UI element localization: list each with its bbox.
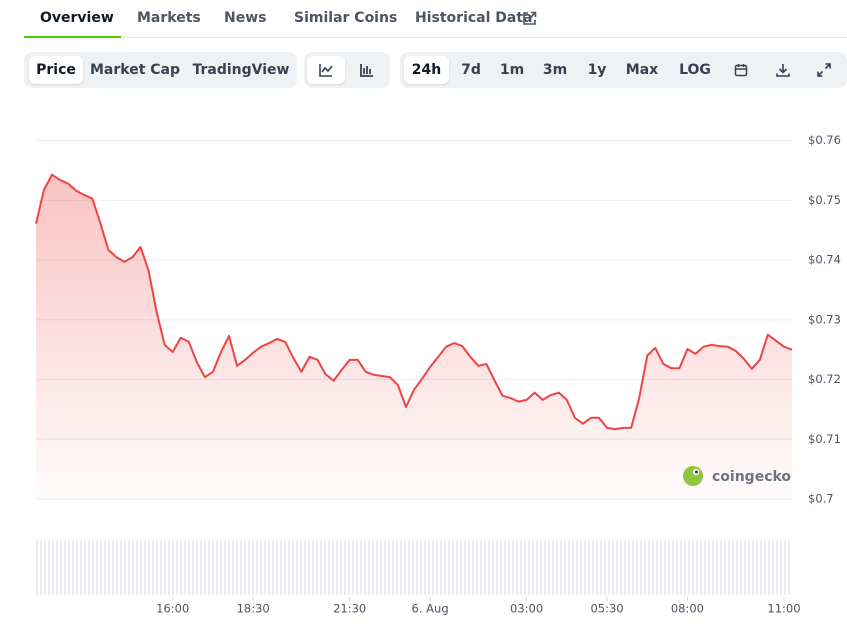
tab[interactable]: News bbox=[224, 10, 267, 26]
y-tick-label: $0.76 bbox=[808, 133, 841, 147]
y-tick-label: $0.75 bbox=[808, 193, 841, 207]
x-tick-label: 6. Aug bbox=[412, 602, 449, 616]
range-group: 24h 7d 1m 3m 1y Max LOG bbox=[400, 52, 847, 88]
y-tick-label: $0.71 bbox=[808, 432, 841, 446]
calendar-button[interactable] bbox=[725, 56, 757, 84]
x-tick-label: 05:30 bbox=[590, 602, 623, 616]
range-button[interactable]: 3m bbox=[542, 62, 568, 78]
price-line bbox=[35, 173, 793, 431]
external-link-icon bbox=[523, 11, 537, 25]
candle-chart-button[interactable] bbox=[348, 56, 386, 84]
view-button[interactable]: Market Cap bbox=[89, 62, 181, 78]
tab[interactable]: Similar Coins bbox=[294, 10, 398, 26]
tab[interactable]: Markets bbox=[137, 10, 201, 26]
view-group: Price Market Cap TradingView bbox=[24, 52, 297, 88]
y-tick-label: $0.74 bbox=[808, 253, 841, 267]
tab-divider bbox=[24, 37, 847, 38]
tab[interactable]: Overview bbox=[40, 10, 114, 26]
volume-bars bbox=[36, 540, 792, 595]
range-button[interactable]: 1y bbox=[587, 62, 607, 78]
view-button[interactable]: Price bbox=[29, 56, 83, 84]
watermark: coingecko bbox=[683, 466, 791, 486]
price-area bbox=[36, 174, 792, 499]
x-tick-label: 03:00 bbox=[510, 602, 543, 616]
x-tick-label: 08:00 bbox=[671, 602, 704, 616]
y-tick-label: $0.72 bbox=[808, 372, 841, 386]
download-button[interactable] bbox=[767, 56, 799, 84]
range-button[interactable]: Max bbox=[625, 62, 659, 78]
active-tab-underline bbox=[24, 36, 121, 38]
range-button[interactable]: 1m bbox=[499, 62, 525, 78]
range-button[interactable]: 24h bbox=[404, 56, 449, 84]
log-button[interactable]: LOG bbox=[679, 62, 711, 78]
y-tick-label: $0.73 bbox=[808, 312, 841, 326]
x-tick-label: 16:00 bbox=[156, 602, 189, 616]
x-tick-label: 21:30 bbox=[333, 602, 366, 616]
range-button[interactable]: 7d bbox=[461, 62, 481, 78]
y-tick-label: $0.7 bbox=[808, 492, 834, 506]
x-tick-label: 11:00 bbox=[767, 602, 800, 616]
view-button[interactable]: TradingView bbox=[192, 62, 290, 78]
line-chart-button[interactable] bbox=[307, 56, 345, 84]
x-tick-label: 18:30 bbox=[237, 602, 270, 616]
watermark-text: coingecko bbox=[712, 469, 791, 485]
chart-style-group bbox=[304, 52, 390, 88]
fullscreen-button[interactable] bbox=[808, 56, 840, 84]
tab[interactable]: Historical Data bbox=[415, 10, 533, 26]
